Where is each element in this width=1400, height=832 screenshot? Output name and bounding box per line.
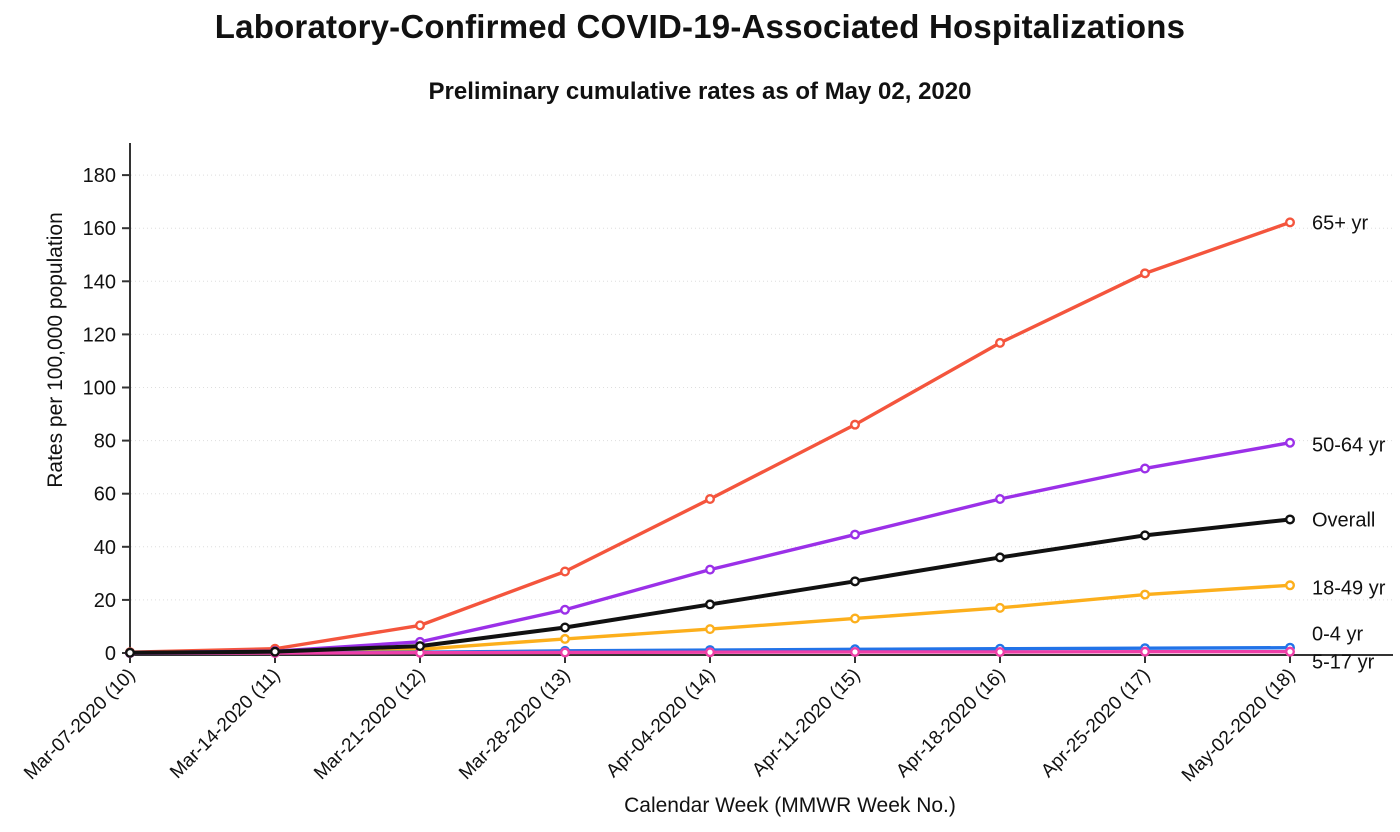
data-point-65-yr bbox=[705, 494, 716, 505]
data-point-50-64-yr bbox=[1284, 437, 1295, 448]
series-label-overall: Overall bbox=[1312, 509, 1375, 531]
data-point-50-64-yr bbox=[705, 564, 716, 575]
series-label-0-4-yr: 0-4 yr bbox=[1312, 624, 1363, 646]
x-axis-title: Calendar Week (MMWR Week No.) bbox=[624, 794, 956, 817]
data-point-overall bbox=[415, 641, 426, 652]
data-point-5-17-yr bbox=[850, 646, 861, 657]
data-point-18-49-yr bbox=[850, 613, 861, 624]
data-point-overall bbox=[560, 622, 571, 633]
series-label-50-64-yr: 50-64 yr bbox=[1312, 435, 1386, 457]
series-overall bbox=[124, 514, 1295, 658]
data-point-50-64-yr bbox=[560, 604, 571, 615]
data-point-50-64-yr bbox=[1139, 463, 1150, 474]
data-point-50-64-yr bbox=[995, 494, 1006, 505]
x-tick-label: Apr-04-2020 (14) bbox=[602, 665, 719, 782]
series-65-yr bbox=[124, 217, 1295, 658]
y-tick-label: 20 bbox=[94, 590, 116, 612]
y-tick-label: 60 bbox=[94, 484, 116, 506]
data-point-overall bbox=[995, 552, 1006, 563]
data-point-18-49-yr bbox=[1139, 589, 1150, 600]
chart-title: Laboratory-Confirmed COVID-19-Associated… bbox=[214, 8, 1186, 45]
series-label-18-49-yr: 18-49 yr bbox=[1312, 577, 1386, 599]
data-point-65-yr bbox=[560, 566, 571, 577]
y-axis-title: Rates per 100,000 population bbox=[44, 212, 67, 488]
data-point-18-49-yr bbox=[1284, 580, 1295, 591]
x-tick-label: Mar-07-2020 (10) bbox=[20, 665, 139, 784]
x-tick-label: Mar-21-2020 (12) bbox=[310, 665, 429, 784]
gridlines bbox=[131, 174, 1393, 601]
y-tick-label: 0 bbox=[105, 643, 116, 665]
data-point-65-yr bbox=[415, 620, 426, 631]
y-tick-label: 40 bbox=[94, 537, 116, 559]
data-point-18-49-yr bbox=[560, 633, 571, 644]
data-point-5-17-yr bbox=[1284, 646, 1295, 657]
data-point-65-yr bbox=[1139, 268, 1150, 279]
data-point-overall bbox=[1139, 530, 1150, 541]
series-label-5-17-yr: 5-17 yr bbox=[1312, 652, 1375, 674]
x-tick-label: Apr-18-2020 (16) bbox=[892, 665, 1009, 782]
data-point-50-64-yr bbox=[850, 529, 861, 540]
data-point-5-17-yr bbox=[560, 647, 571, 658]
data-point-65-yr bbox=[995, 337, 1006, 348]
data-point-65-yr bbox=[1284, 217, 1295, 228]
y-tick-label: 180 bbox=[83, 165, 116, 187]
y-tick-label: 160 bbox=[83, 218, 116, 240]
chart-subtitle: Preliminary cumulative rates as of May 0… bbox=[428, 78, 972, 105]
data-point-5-17-yr bbox=[1139, 646, 1150, 657]
y-axis-ticks: 0 20 40 60 80 100 120 140 160 180 bbox=[83, 165, 130, 665]
data-point-5-17-yr bbox=[705, 647, 716, 658]
x-tick-label: Apr-11-2020 (15) bbox=[748, 665, 864, 781]
y-tick-label: 80 bbox=[94, 431, 116, 453]
y-tick-label: 120 bbox=[83, 324, 116, 346]
x-tick-label: May-02-2020 (18) bbox=[1178, 665, 1300, 787]
x-tick-label: Mar-28-2020 (13) bbox=[455, 665, 574, 784]
data-point-overall bbox=[270, 646, 281, 657]
y-tick-label: 140 bbox=[83, 271, 116, 293]
x-axis-ticks: Mar-07-2020 (10) Mar-14-2020 (11) Mar-21-2… bbox=[20, 655, 1300, 787]
data-point-65-yr bbox=[850, 419, 861, 430]
x-tick-label: Apr-25-2020 (17) bbox=[1037, 665, 1154, 782]
series-line-50-64-yr bbox=[128, 441, 1292, 655]
series-label-65-yr: 65+ yr bbox=[1312, 212, 1368, 234]
data-point-overall bbox=[850, 576, 861, 587]
data-point-overall bbox=[124, 647, 135, 658]
x-tick-label: Mar-14-2020 (11) bbox=[166, 665, 284, 783]
series-end-labels: 65+ yr 50-64 yr Overall 18-49 yr 0-4 yr 5-17 … bbox=[1312, 212, 1386, 673]
series-50-64-yr bbox=[124, 437, 1295, 658]
axes bbox=[129, 143, 1393, 663]
data-point-18-49-yr bbox=[705, 624, 716, 635]
data-point-overall bbox=[1284, 514, 1295, 525]
data-point-5-17-yr bbox=[995, 646, 1006, 657]
series-line-65-yr bbox=[128, 220, 1292, 654]
y-tick-label: 100 bbox=[83, 378, 116, 400]
data-point-18-49-yr bbox=[995, 602, 1006, 613]
data-point-overall bbox=[705, 599, 716, 610]
